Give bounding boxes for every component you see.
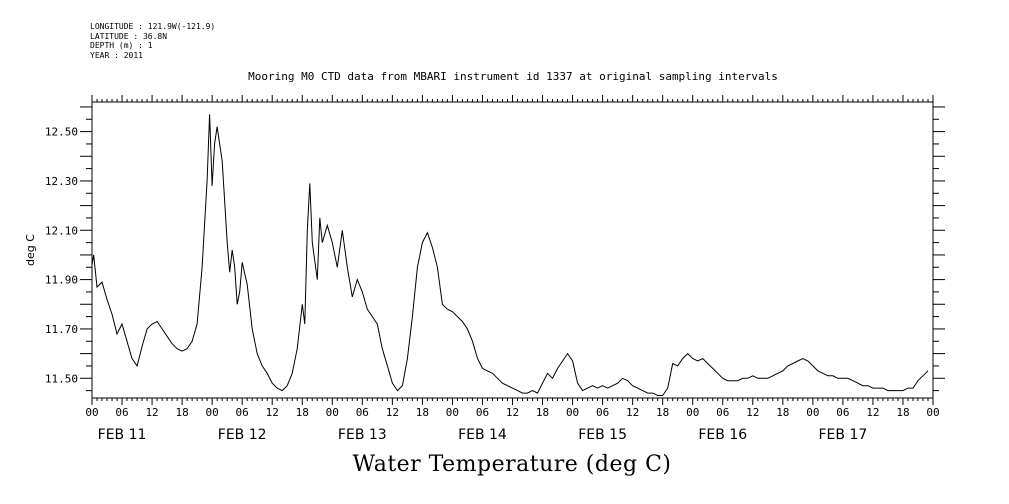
y-axis-label: deg C — [24, 234, 37, 266]
plot-frame — [91, 101, 934, 399]
x-tick-label: 12 — [866, 406, 879, 419]
x-tick-label: 18 — [416, 406, 429, 419]
x-tick-label: 18 — [536, 406, 549, 419]
x-tick-label: 18 — [296, 406, 309, 419]
x-tick-label: 00 — [206, 406, 219, 419]
x-tick-label: 12 — [266, 406, 279, 419]
x-tick-label: 00 — [686, 406, 699, 419]
y-tick-label: 12.30 — [45, 175, 78, 188]
y-tick-label: 11.50 — [45, 372, 78, 385]
x-day-label: FEB 15 — [578, 427, 627, 443]
x-tick-label: 18 — [175, 406, 188, 419]
x-day-label: FEB 16 — [698, 427, 747, 443]
latitude-text: LATITUDE : 36.8N — [90, 31, 168, 41]
x-tick-label: 06 — [356, 406, 369, 419]
x-day-label: FEB 14 — [458, 427, 507, 443]
chart-title: Mooring M0 CTD data from MBARI instrumen… — [248, 70, 778, 83]
depth-text: DEPTH (m) : 1 — [90, 41, 153, 50]
y-tick-label: 11.90 — [45, 274, 78, 287]
x-tick-label: 00 — [806, 406, 819, 419]
x-tick-label: 12 — [506, 406, 519, 419]
x-tick-label: 12 — [746, 406, 759, 419]
x-tick-label: 00 — [326, 406, 339, 419]
x-tick-label: 12 — [145, 406, 158, 419]
x-tick-label: 06 — [836, 406, 849, 419]
x-tick-label: 18 — [896, 406, 909, 419]
year-text: YEAR : 2011 — [90, 50, 143, 60]
longitude-text: LONGITUDE : 121.9W(-121.9) — [90, 22, 216, 31]
x-tick-label: 00 — [446, 406, 459, 419]
temperature-series-line — [91, 114, 929, 396]
x-tick-label: 06 — [476, 406, 489, 419]
x-day-label: FEB 12 — [218, 427, 267, 443]
x-tick-label: 18 — [776, 406, 789, 419]
x-tick-label: 18 — [656, 406, 669, 419]
x-tick-label: 12 — [626, 406, 639, 419]
x-tick-label: 00 — [85, 406, 98, 419]
x-axis-title: Water Temperature (deg C) — [352, 452, 672, 477]
x-tick-label: 06 — [115, 406, 128, 419]
x-tick-label: 06 — [596, 406, 609, 419]
y-tick-label: 12.10 — [45, 224, 78, 237]
x-tick-label: 06 — [716, 406, 729, 419]
x-tick-label: 00 — [566, 406, 579, 419]
x-tick-label: 06 — [236, 406, 249, 419]
y-tick-label: 12.50 — [45, 126, 78, 139]
x-day-label: FEB 11 — [98, 427, 147, 443]
x-day-label: FEB 17 — [819, 427, 868, 443]
x-tick-label: 12 — [386, 406, 399, 419]
y-tick-label: 11.70 — [45, 323, 78, 336]
metadata-block: LONGITUDE : 121.9W(-121.9) LATITUDE : 36… — [90, 22, 215, 60]
x-tick-label: 00 — [926, 406, 939, 419]
x-day-label: FEB 13 — [338, 427, 387, 443]
